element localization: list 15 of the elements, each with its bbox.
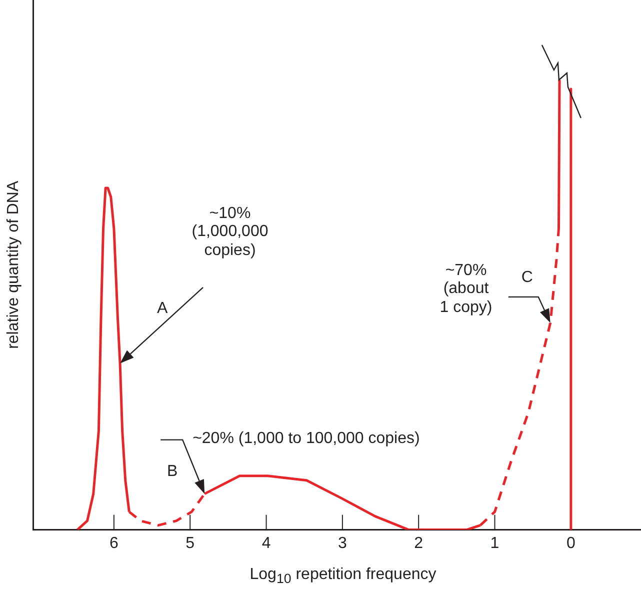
annotation: ~70% (about 1 copy): [438, 262, 494, 318]
annotation: ~20% (1,000 to 100,000 copies): [192, 430, 420, 448]
x-tick-label: 0: [566, 534, 576, 552]
x-tick-label: 5: [186, 534, 195, 552]
annotation: C: [521, 268, 533, 288]
x-tick-label: 4: [262, 534, 271, 552]
x-tick-label: 6: [109, 534, 118, 552]
annotation: A: [157, 300, 168, 318]
x-tick-label: 1: [490, 534, 500, 552]
x-tick-label: 2: [414, 534, 424, 552]
x-tick-label: 3: [338, 534, 347, 552]
annotation: B: [167, 463, 178, 482]
x-axis-title: Log$_{10}$ repetition frequency: [248, 566, 438, 586]
y-axis-title: relative quantity of DNA: [5, 180, 22, 349]
annotation: ~10% (1,000,000 copies): [190, 205, 270, 260]
